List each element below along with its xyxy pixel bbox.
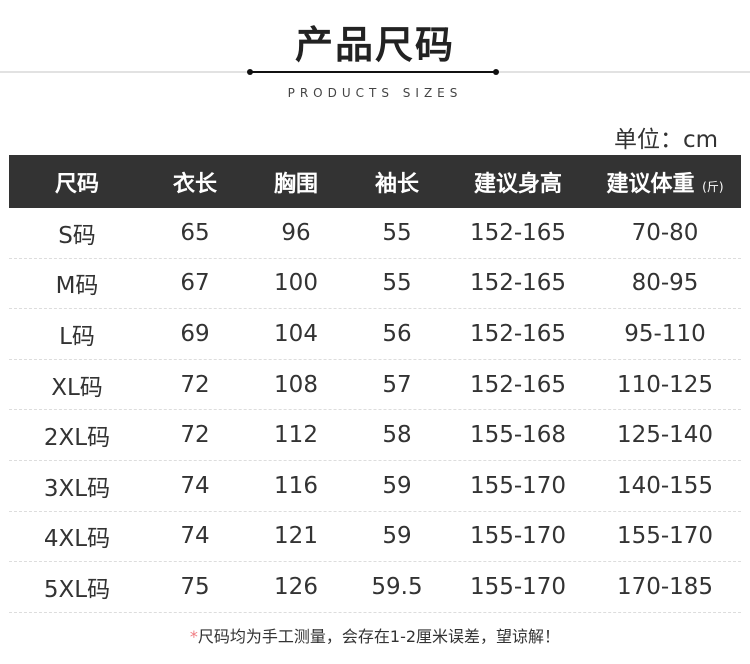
cell-size: XL码: [51, 374, 103, 401]
table-row: L码 69 104 56 152-165 95-110: [9, 309, 741, 360]
cell-chest: 96: [281, 219, 311, 246]
header-weight: 建议体重 (斤): [606, 171, 724, 197]
cell-weight: 95-110: [624, 320, 706, 347]
cell-height: 152-165: [469, 320, 567, 347]
cell-height: 152-165: [469, 219, 567, 246]
cell-chest: 112: [274, 422, 318, 449]
asterisk: *: [189, 627, 198, 646]
unit-label: 单位：cm: [613, 127, 718, 153]
table-row: M码 67 100 55 152-165 80-95: [9, 259, 741, 310]
header-chest: 胸围: [273, 171, 318, 197]
cell-weight: 125-140: [616, 422, 714, 449]
cell-chest: 116: [274, 472, 318, 499]
cell-sleeve: 59: [382, 472, 412, 499]
cell-size: M码: [55, 273, 99, 300]
cell-height: 155-168: [469, 422, 567, 449]
cell-sleeve: 58: [382, 422, 412, 449]
table-row: XL码 72 108 57 152-165 110-125: [9, 360, 741, 411]
cell-chest: 108: [274, 371, 318, 398]
header-length: 衣长: [172, 171, 217, 197]
header-size: 尺码: [54, 171, 99, 197]
cell-height: 155-170: [469, 472, 567, 499]
cell-size: 5XL码: [43, 576, 111, 603]
header-height: 建议身高: [473, 171, 562, 197]
cell-length: 75: [180, 573, 210, 600]
cell-height: 155-170: [469, 523, 567, 550]
cell-size: 4XL码: [43, 526, 111, 553]
cell-weight: 140-155: [616, 472, 714, 499]
table-row: 2XL码 72 112 58 155-168 125-140: [9, 410, 741, 461]
table-row: S码 65 96 55 152-165 70-80: [9, 208, 741, 259]
cell-chest: 104: [274, 320, 318, 347]
weight-unit: (斤): [702, 179, 724, 194]
cell-length: 72: [180, 371, 210, 398]
cell-weight: 155-170: [616, 523, 714, 550]
cell-length: 69: [180, 320, 210, 347]
cell-chest: 126: [274, 573, 318, 600]
cell-size: 3XL码: [43, 475, 111, 502]
cell-sleeve: 59: [382, 523, 412, 550]
cell-chest: 100: [274, 270, 318, 297]
cell-size: S码: [58, 222, 96, 249]
table-header: 尺码 衣长 胸围 袖长 建议身高 建议体重 (斤): [9, 155, 741, 208]
header-sleeve: 袖长: [374, 171, 419, 197]
cell-height: 152-165: [469, 371, 567, 398]
cell-length: 74: [180, 523, 210, 550]
cell-size: 2XL码: [43, 425, 111, 452]
cell-height: 152-165: [469, 270, 567, 297]
table-row: 5XL码 75 126 59.5 155-170 170-185: [9, 562, 741, 613]
cell-chest: 121: [274, 523, 318, 550]
cell-height: 155-170: [469, 573, 567, 600]
cell-sleeve: 59.5: [371, 573, 423, 600]
cell-weight: 110-125: [616, 371, 714, 398]
cell-weight: 70-80: [631, 219, 699, 246]
cell-length: 72: [180, 422, 210, 449]
subtitle: PRODUCTS SIZES: [287, 86, 463, 100]
cell-weight: 170-185: [616, 573, 714, 600]
measurement-note: *尺码均为手工测量，会存在1-2厘米误差，望谅解！: [189, 627, 561, 646]
cell-sleeve: 57: [382, 371, 412, 398]
cell-weight: 80-95: [631, 270, 699, 297]
size-table: 尺码 衣长 胸围 袖长 建议身高 建议体重 (斤) S码 65 96 55 152-16…: [9, 155, 741, 613]
cell-length: 67: [180, 270, 210, 297]
table-row: 3XL码 74 116 59 155-170 140-155: [9, 461, 741, 512]
cell-size: L码: [59, 323, 95, 350]
cell-sleeve: 55: [382, 270, 412, 297]
divider-accent: [250, 71, 496, 73]
cell-sleeve: 55: [382, 219, 412, 246]
cell-sleeve: 56: [382, 320, 412, 347]
table-row: 4XL码 74 121 59 155-170 155-170: [9, 512, 741, 563]
page-title: 产品尺码: [294, 22, 455, 67]
divider-dot-right: [493, 69, 499, 75]
divider-dot-left: [247, 69, 253, 75]
cell-length: 74: [180, 472, 210, 499]
cell-length: 65: [180, 219, 210, 246]
